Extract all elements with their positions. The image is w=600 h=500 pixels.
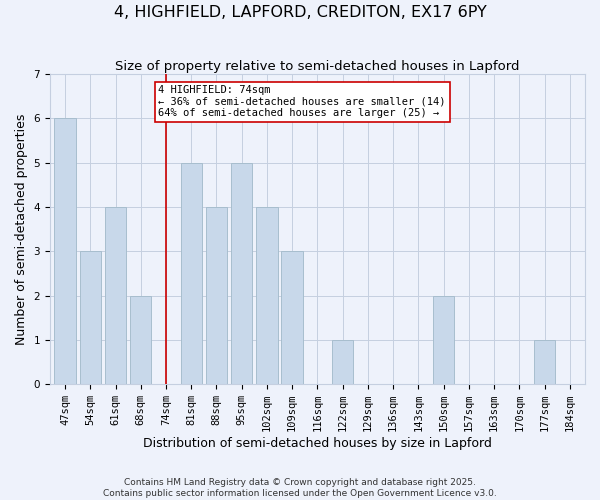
Bar <box>231 163 253 384</box>
Bar <box>433 296 454 384</box>
Bar <box>181 163 202 384</box>
Y-axis label: Number of semi-detached properties: Number of semi-detached properties <box>15 114 28 345</box>
Bar <box>206 207 227 384</box>
Bar <box>105 207 126 384</box>
Bar <box>256 207 278 384</box>
Text: Contains HM Land Registry data © Crown copyright and database right 2025.
Contai: Contains HM Land Registry data © Crown c… <box>103 478 497 498</box>
Bar <box>55 118 76 384</box>
Bar <box>130 296 151 384</box>
Bar <box>332 340 353 384</box>
Bar <box>534 340 556 384</box>
Bar <box>281 252 303 384</box>
Text: 4 HIGHFIELD: 74sqm
← 36% of semi-detached houses are smaller (14)
64% of semi-de: 4 HIGHFIELD: 74sqm ← 36% of semi-detache… <box>158 85 446 118</box>
Text: 4, HIGHFIELD, LAPFORD, CREDITON, EX17 6PY: 4, HIGHFIELD, LAPFORD, CREDITON, EX17 6P… <box>113 5 487 20</box>
X-axis label: Distribution of semi-detached houses by size in Lapford: Distribution of semi-detached houses by … <box>143 437 492 450</box>
Title: Size of property relative to semi-detached houses in Lapford: Size of property relative to semi-detach… <box>115 60 520 73</box>
Bar <box>80 252 101 384</box>
